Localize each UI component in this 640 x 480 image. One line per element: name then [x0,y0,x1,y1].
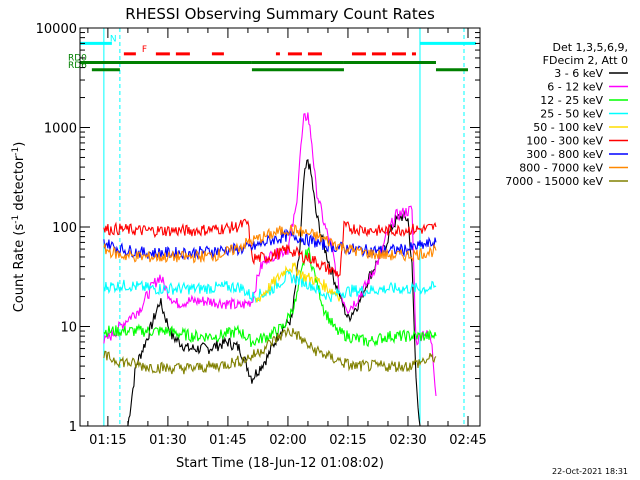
legend-entry-label-6: 300 - 800 keV [526,148,603,161]
legend-entry-label-2: 12 - 25 keV [540,94,603,107]
y-axis-label-end: ) [12,142,27,147]
y-axis-label-sup2: -1 [11,147,21,156]
x-tick-label-4: 02:15 [329,433,366,448]
x-tick-label-2: 01:45 [209,433,246,448]
flag-label-2: RD0 [68,54,87,64]
series-line-6 [103,228,437,261]
flag-label-0: N [110,34,117,44]
series-line-4 [255,262,341,303]
chart-title: RHESSI Observing Summary Count Rates [125,5,435,23]
flag-label-3: RD6 [68,61,87,71]
series-line-7 [103,223,437,264]
y-axis-label-sup1: -1 [11,215,21,224]
ticks-layer: 1 10 100 1000 10000 01:15 01:30 01:45 02:00 02:15… [36,22,487,448]
x-tick-label-1: 01:30 [149,433,186,448]
x-tick-label-6: 02:45 [449,433,486,448]
y-axis-label-main: Count Rate (s [12,224,27,313]
legend-entry-label-4: 50 - 100 keV [533,121,603,134]
flag-label-1: F [142,45,147,55]
legend-entry-label-8: 7000 - 15000 keV [505,175,603,188]
legend-entry-label-5: 100 - 300 keV [526,135,603,148]
x-axis-label: Start Time (18-Jun-12 01:08:02) [176,456,384,471]
y-tick-label-2: 100 [52,221,77,236]
series-line-2 [103,245,437,348]
series-line-8 [103,326,437,375]
y-tick-label-4: 10000 [36,22,77,37]
x-tick-label-3: 02:00 [269,433,306,448]
legend-entry-label-3: 25 - 50 keV [540,108,603,121]
legend: Det 1,3,5,6,9, FDecim 2, Att 0 3 - 6 keV… [505,41,628,188]
x-tick-label-0: 01:15 [89,433,126,448]
legend-entry-label-0: 3 - 6 keV [554,67,603,80]
legend-entry-label-7: 800 - 7000 keV [519,162,603,175]
series-line-5 [103,218,437,279]
legend-entry-label-1: 6 - 12 keV [547,81,603,94]
series-line-3 [103,269,437,304]
y-axis-label-mid: detector [12,155,27,215]
footer-date: 22-Oct-2021 18:31 [552,467,628,476]
y-axis-label: Count Rate (s-1 detector-1) [11,142,27,313]
y-tick-label-1: 10 [60,321,77,336]
y-tick-label-0: 1 [69,420,77,435]
legend-header-line-2: FDecim 2, Att 0 [543,54,628,67]
legend-header-line-1: Det 1,3,5,6,9, [552,41,628,54]
series-line-1 [103,112,437,397]
x-tick-label-5: 02:30 [389,433,426,448]
y-tick-label-3: 1000 [44,122,77,137]
